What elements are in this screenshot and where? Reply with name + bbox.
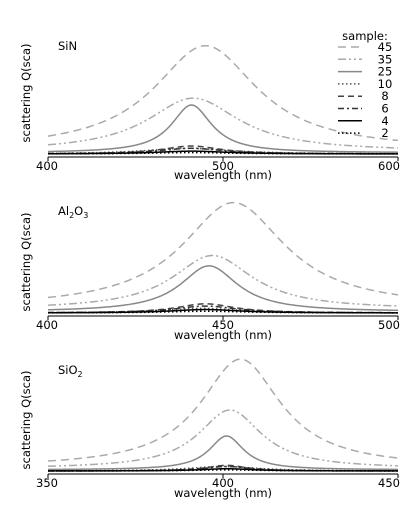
x-tick-label: 450	[212, 318, 234, 332]
x-tick-label: 600	[378, 159, 400, 173]
y-axis-label: scattering Q(sca)	[19, 43, 33, 142]
series-line-4	[48, 308, 398, 314]
legend-label-8: 8	[381, 89, 388, 103]
panel-sio2: scattering Q(sca) SiO2 350 400 450 wavelen…	[19, 358, 400, 500]
x-axis-label: wavelength (nm)	[174, 328, 272, 342]
series-line-45	[47, 201, 399, 299]
curves	[47, 201, 399, 314]
x-tick-label: 400	[212, 476, 234, 490]
series-line-25	[47, 265, 399, 312]
x-ticks: 400 450 500	[36, 316, 400, 332]
panel-label: SiN	[58, 39, 77, 53]
legend-label-6: 6	[381, 102, 388, 116]
series-line-25	[47, 104, 399, 153]
y-axis-label: scattering Q(sca)	[19, 370, 33, 469]
series-line-25	[47, 435, 399, 471]
y-axis-label: scattering Q(sca)	[19, 212, 33, 311]
legend-label-45: 45	[378, 40, 393, 54]
panel-label: SiO2	[58, 363, 83, 379]
x-tick-label: 400	[36, 159, 58, 173]
x-tick-label: 500	[378, 318, 400, 332]
series-line-35	[47, 409, 399, 467]
panel-label-part: Al	[58, 204, 69, 218]
legend-title: sample:	[342, 29, 388, 43]
x-ticks: 400 500 600	[36, 157, 400, 173]
legend-label-25: 25	[378, 65, 393, 79]
legend-label-10: 10	[378, 77, 393, 91]
series-line-4	[48, 467, 399, 472]
series-line-35	[47, 97, 399, 149]
panel-label: Al2O3	[58, 204, 88, 220]
x-ticks: 350 400 450	[36, 474, 400, 490]
series-line-35	[47, 254, 399, 307]
panel-al2o3: scattering Q(sca) Al2O3 400 450 500 wavele…	[19, 201, 400, 342]
panel-label-subscript: 2	[69, 211, 74, 220]
legend-label-2: 2	[381, 126, 388, 140]
panel-sin: scattering Q(sca) SiN 400 500 600 waveleng…	[19, 39, 400, 182]
x-tick-label: 500	[212, 159, 234, 173]
legend-label-35: 35	[378, 52, 393, 66]
series-line-45	[47, 358, 399, 462]
series-line-4	[47, 150, 398, 155]
curves	[47, 44, 399, 155]
panel-label-subscript: 2	[78, 370, 83, 379]
x-axis-label: wavelength (nm)	[174, 168, 272, 182]
panel-label-part: O	[74, 204, 83, 218]
curves	[47, 358, 399, 472]
x-axis-label: wavelength (nm)	[174, 486, 272, 500]
legend-label-4: 4	[381, 114, 388, 128]
x-tick-label: 350	[36, 476, 58, 490]
x-tick-label: 450	[378, 476, 400, 490]
panel-label-subscript: 3	[83, 211, 88, 220]
panel-label-part: SiO	[58, 363, 78, 377]
x-tick-label: 400	[36, 318, 58, 332]
